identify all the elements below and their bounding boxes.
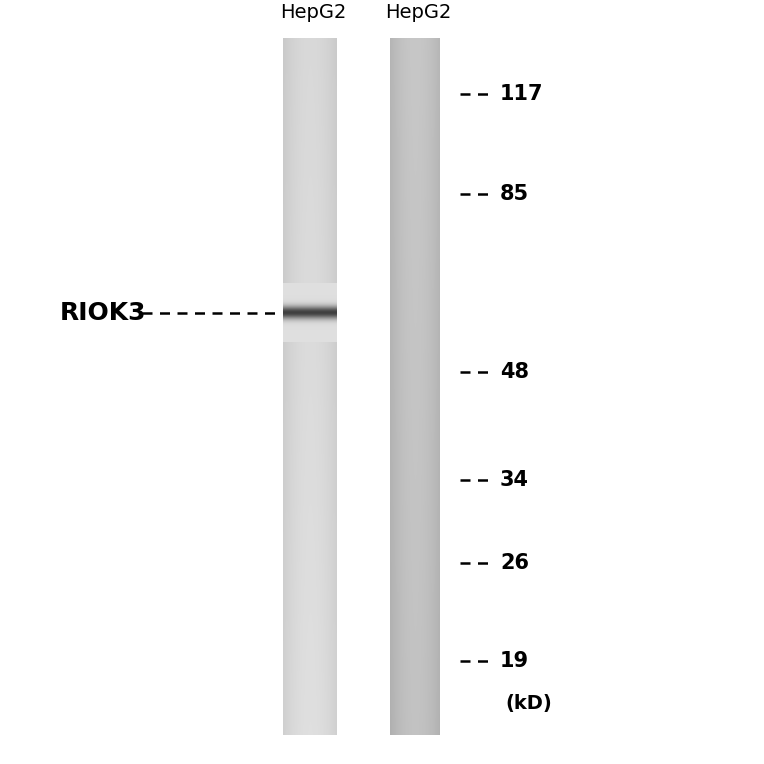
Text: HepG2: HepG2 [385,3,452,22]
Text: 48: 48 [500,362,529,382]
Text: (kD): (kD) [505,694,552,713]
Text: HepG2: HepG2 [280,3,346,22]
Text: 117: 117 [500,84,543,104]
Text: RIOK3: RIOK3 [60,301,147,325]
Text: 26: 26 [500,553,529,573]
Text: 85: 85 [500,183,529,204]
Text: 19: 19 [500,651,529,672]
Text: 34: 34 [500,470,529,490]
